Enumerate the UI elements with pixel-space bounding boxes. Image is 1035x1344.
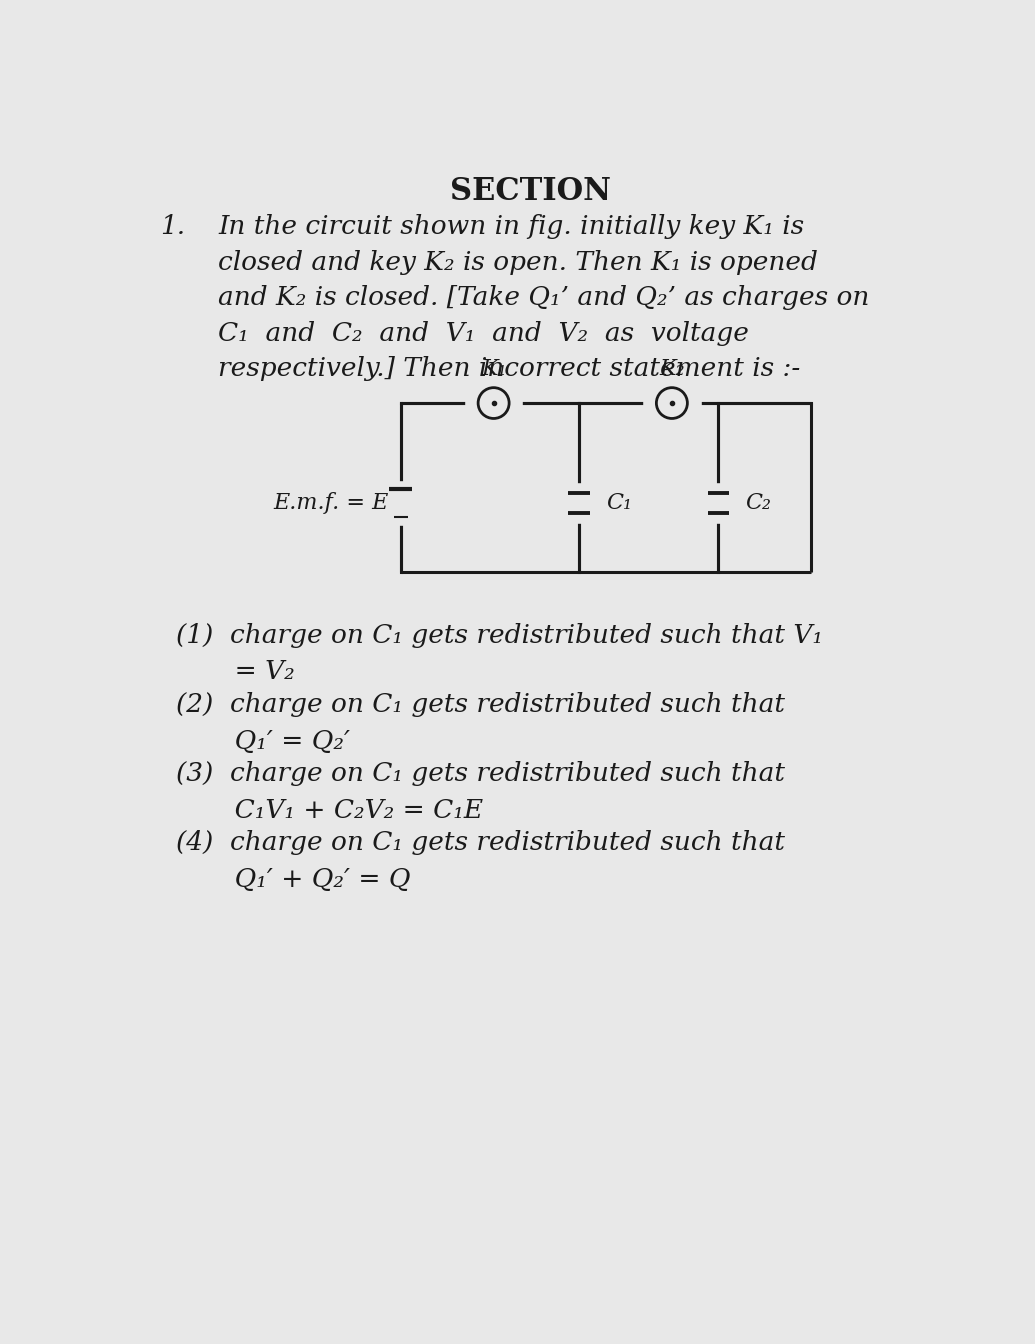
- Text: (1)  charge on C₁ gets redistributed such that V₁: (1) charge on C₁ gets redistributed such…: [176, 622, 823, 648]
- Text: In the circuit shown in fig. initially key K₁ is: In the circuit shown in fig. initially k…: [218, 215, 804, 239]
- Text: (2)  charge on C₁ gets redistributed such that: (2) charge on C₁ gets redistributed such…: [176, 692, 785, 716]
- Text: C₂: C₂: [745, 492, 771, 515]
- Text: and K₂ is closed. [Take Q₁’ and Q₂’ as charges on: and K₂ is closed. [Take Q₁’ and Q₂’ as c…: [218, 285, 869, 310]
- Text: C₁: C₁: [607, 492, 632, 515]
- Text: E.m.f. = E: E.m.f. = E: [273, 492, 389, 515]
- Text: respectively.] Then incorrect statement is :-: respectively.] Then incorrect statement …: [218, 356, 801, 382]
- Text: (4)  charge on C₁ gets redistributed such that: (4) charge on C₁ gets redistributed such…: [176, 831, 785, 855]
- Text: SECTION: SECTION: [449, 176, 611, 207]
- Text: Q₁′ = Q₂′: Q₁′ = Q₂′: [176, 728, 350, 754]
- Text: = V₂: = V₂: [176, 660, 295, 684]
- Text: K₁: K₁: [481, 358, 506, 380]
- Text: C₁  and  C₂  and  V₁  and  V₂  as  voltage: C₁ and C₂ and V₁ and V₂ as voltage: [218, 321, 749, 345]
- Text: C₁V₁ + C₂V₂ = C₁E: C₁V₁ + C₂V₂ = C₁E: [176, 798, 483, 823]
- Text: Q₁′ + Q₂′ = Q: Q₁′ + Q₂′ = Q: [176, 867, 410, 892]
- Text: K₂: K₂: [659, 358, 684, 380]
- Text: closed and key K₂ is open. Then K₁ is opened: closed and key K₂ is open. Then K₁ is op…: [218, 250, 819, 274]
- Text: 1.: 1.: [160, 215, 185, 239]
- Text: (3)  charge on C₁ gets redistributed such that: (3) charge on C₁ gets redistributed such…: [176, 761, 785, 786]
